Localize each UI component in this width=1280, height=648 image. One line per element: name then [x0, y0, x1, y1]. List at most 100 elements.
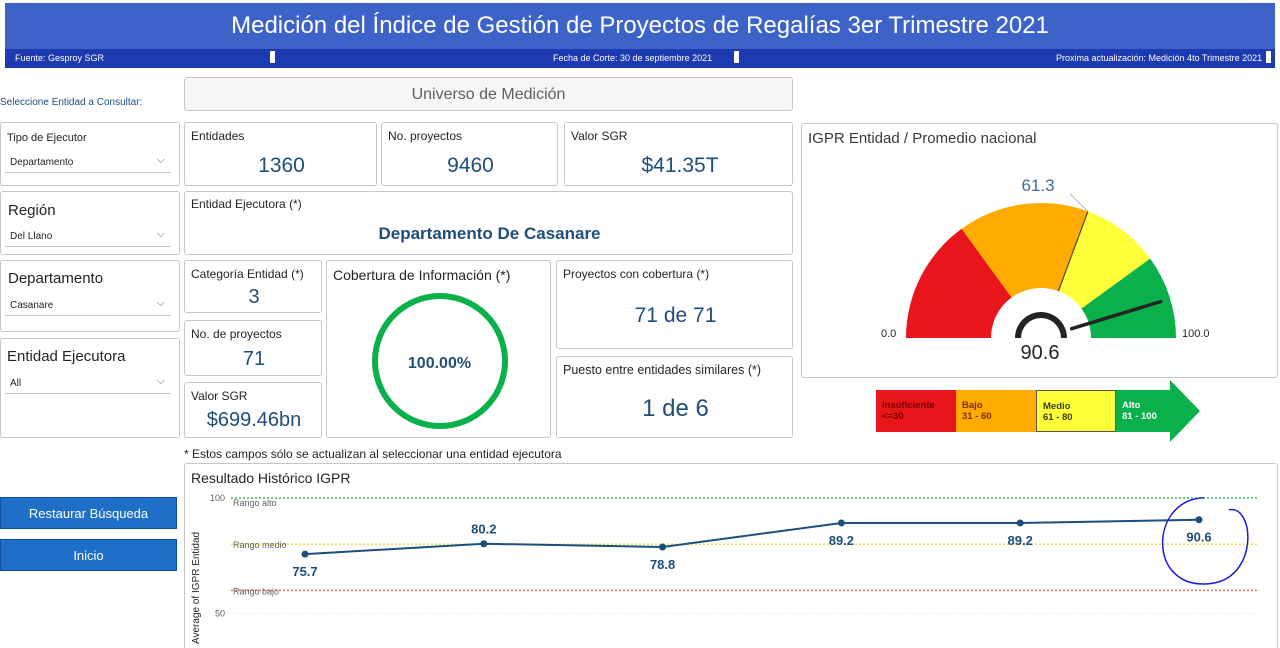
dropdown-value: Departamento — [10, 157, 74, 168]
tipo-ejecutor-dropdown[interactable]: Departamento ⌵ — [5, 151, 171, 173]
card-label: Proyectos con cobertura (*) — [563, 267, 710, 281]
entidades-card: Entidades 1360 — [184, 122, 377, 186]
chevron-down-icon: ⌵ — [156, 154, 165, 166]
footnote: * Estos campos sólo se actualizan al sel… — [184, 447, 562, 461]
home-button[interactable]: Inicio — [0, 539, 177, 571]
slicer-title: Entidad Ejecutora — [7, 348, 126, 365]
data-label: 89.2 — [829, 533, 854, 548]
slider-handle[interactable] — [270, 51, 275, 63]
y-tick-label: 50 — [215, 609, 225, 619]
card-label: Entidad Ejecutora (*) — [191, 197, 302, 211]
card-label: Categoría Entidad (*) — [191, 267, 304, 281]
dropdown-value: Del Llano — [10, 231, 53, 242]
card-label: Puesto entre entidades similares (*) — [563, 363, 762, 377]
header-info-bar: Fuente: Gesproy SGR Fecha de Corte: 30 d… — [5, 49, 1275, 68]
slicer-title: Tipo de Ejecutor — [7, 132, 87, 144]
data-label: 90.6 — [1186, 530, 1211, 545]
data-label: 75.7 — [292, 564, 317, 579]
slider-handle[interactable] — [734, 51, 739, 63]
entidad-ejecutora-dropdown[interactable]: All ⌵ — [5, 372, 171, 394]
entidad-card: Entidad Ejecutora (*) Departamento De Ca… — [184, 191, 793, 255]
gauge-card: IGPR Entidad / Promedio nacional 61.3 0.… — [801, 123, 1278, 378]
reference-band-label: Rango medio — [233, 540, 287, 550]
legend-range: 81 - 100 — [1122, 411, 1157, 422]
restore-search-button[interactable]: Restaurar Búsqueda — [0, 497, 177, 529]
series-line — [304, 518, 1200, 556]
card-label: Valor SGR — [191, 389, 248, 403]
reference-band-label: Rango alto — [233, 498, 277, 508]
next-update-text: Proxima actualización: Medición 4to Trim… — [1056, 53, 1263, 63]
chevron-down-icon: ⌵ — [156, 375, 165, 387]
legend-alto: Alto 81 - 100 — [1116, 390, 1172, 432]
data-point[interactable] — [480, 540, 488, 548]
coverage-value: 100.00% — [407, 355, 472, 372]
departamento-dropdown[interactable]: Casanare ⌵ — [5, 294, 171, 316]
data-point[interactable] — [1195, 516, 1203, 524]
legend-medio: Medio 61 - 80 — [1036, 390, 1116, 432]
nproyectos-card: No. de proyectos 71 — [184, 320, 322, 376]
historic-chart-card: Resultado Histórico IGPR Average of IGPR… — [184, 463, 1278, 648]
gauge-title: IGPR Entidad / Promedio nacional — [808, 130, 1037, 147]
cobertura-card: Cobertura de Información (*) 100.00% — [326, 260, 551, 438]
legend-name: Medio — [1043, 401, 1071, 412]
data-label: 80.2 — [471, 522, 496, 537]
card-value: 3 — [248, 286, 260, 308]
coverage-donut — [372, 293, 508, 429]
line-chart: 100 50 Rango alto Rango medio Rango bajo 75.7… — [210, 493, 1259, 619]
gauge-value-label: 90.6 — [1020, 342, 1060, 364]
data-label: 89.2 — [1008, 533, 1033, 548]
card-label: Entidades — [191, 129, 245, 143]
puesto-card: Puesto entre entidades similares (*) 1 d… — [556, 356, 793, 438]
legend-arrow — [1116, 380, 1200, 442]
legend-name: Alto — [1122, 400, 1141, 411]
gauge-segment-bajo — [961, 203, 1088, 298]
gauge-needle — [1069, 299, 1163, 331]
card-label: No. de proyectos — [191, 327, 282, 341]
data-label: 78.8 — [650, 557, 675, 572]
card-value: $41.35T — [641, 154, 719, 177]
proyectos-card: No. proyectos 9460 — [381, 122, 558, 186]
region-slicer: Región Del Llano ⌵ — [0, 191, 180, 255]
slicer-title: Región — [8, 202, 56, 219]
entidad-ejecutora-slicer: Entidad Ejecutora All ⌵ — [0, 338, 180, 438]
universe-title: Universo de Medición — [184, 77, 793, 111]
gauge-chart — [906, 193, 1176, 338]
legend-range: 61 - 80 — [1043, 412, 1073, 423]
card-value: 1360 — [258, 154, 305, 177]
legend-name: Insuficiente — [882, 400, 935, 411]
data-point[interactable] — [301, 550, 309, 558]
gauge-target-marker — [1057, 211, 1089, 292]
tipo-ejecutor-slicer: Tipo de Ejecutor Departamento ⌵ — [0, 122, 180, 186]
chevron-down-icon: ⌵ — [156, 228, 165, 240]
source-text: Fuente: Gesproy SGR — [15, 53, 105, 63]
card-label: No. proyectos — [388, 129, 463, 143]
card-value: 1 de 6 — [642, 395, 709, 422]
gauge-hub — [1015, 312, 1067, 338]
dropdown-value: All — [10, 378, 22, 389]
annotation-circle — [1161, 496, 1249, 585]
card-value: 9460 — [447, 154, 494, 177]
page-title: Medición del Índice de Gestión de Proyec… — [5, 3, 1275, 49]
gauge-max-label: 100.0 — [1182, 328, 1210, 340]
reference-band-label: Rango bajo — [233, 586, 279, 596]
filter-prompt: Seleccione Entidad a Consultar: — [0, 97, 143, 108]
entity-name: Departamento De Casanare — [378, 224, 601, 243]
slider-handle[interactable] — [1266, 51, 1271, 63]
legend-range: 31 - 60 — [962, 411, 992, 422]
slicer-title: Departamento — [8, 270, 104, 287]
data-point[interactable] — [837, 519, 845, 527]
proyectos-cobertura-card: Proyectos con cobertura (*) 71 de 71 — [556, 260, 793, 349]
departamento-slicer: Departamento Casanare ⌵ — [0, 260, 180, 332]
coverage-ring — [372, 293, 508, 429]
data-point[interactable] — [659, 543, 667, 551]
card-value: $699.46bn — [206, 409, 302, 431]
card-value: 71 de 71 — [634, 304, 717, 327]
valor-entidad-card: Valor SGR $699.46bn — [184, 382, 322, 438]
region-dropdown[interactable]: Del Llano ⌵ — [5, 225, 171, 247]
chart-title: Resultado Histórico IGPR — [191, 470, 351, 486]
legend-name: Bajo — [962, 400, 983, 411]
dropdown-value: Casanare — [10, 300, 54, 311]
data-point[interactable] — [1016, 519, 1024, 527]
legend-bajo: Bajo 31 - 60 — [956, 390, 1036, 432]
gauge-target-leader — [1069, 193, 1089, 212]
